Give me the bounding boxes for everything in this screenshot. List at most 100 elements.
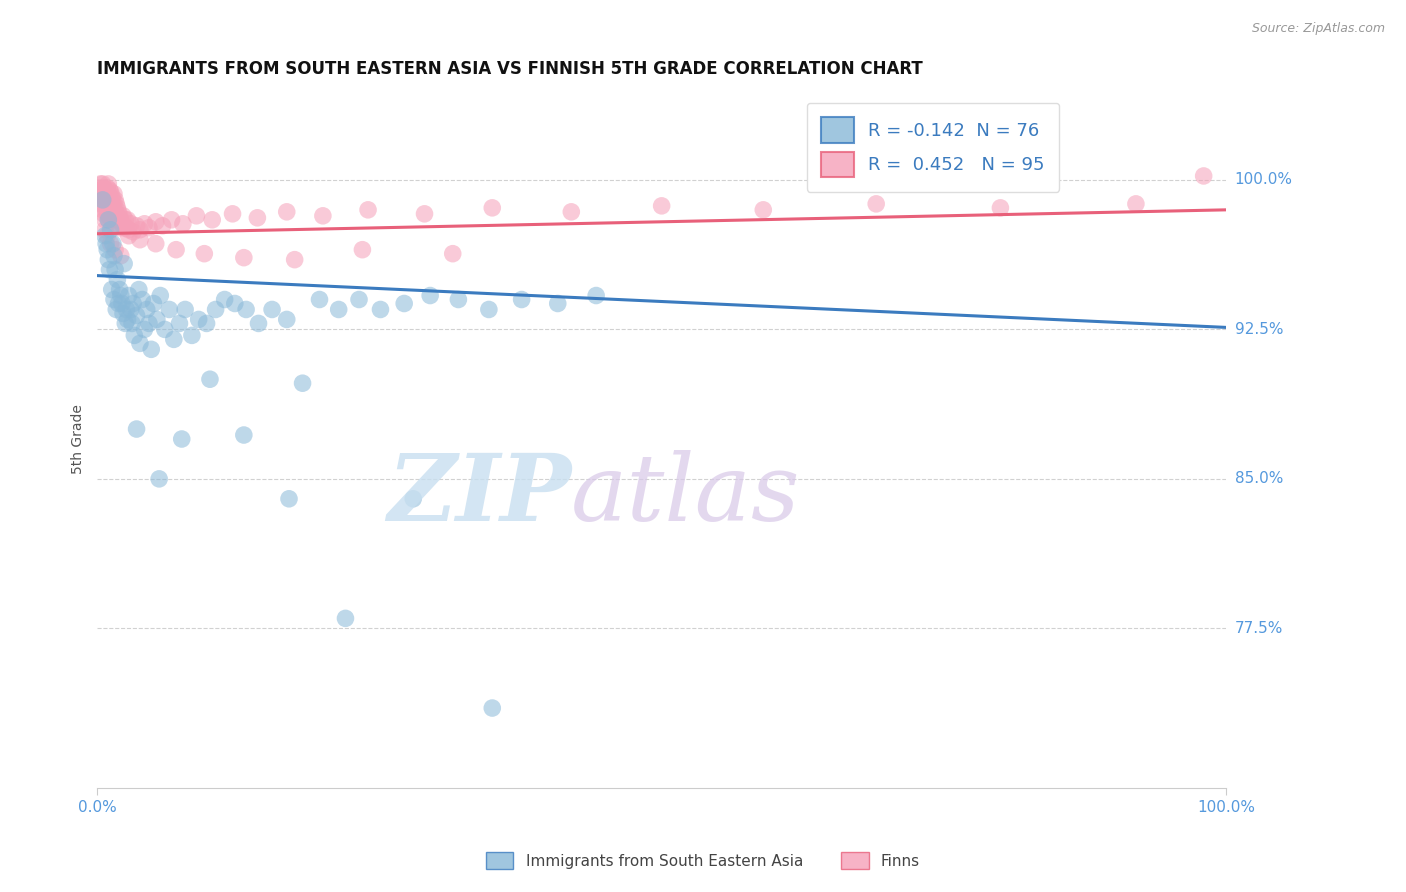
Point	[312, 209, 335, 223]
Point	[865, 197, 887, 211]
Point	[100, 212, 122, 227]
Point	[98, 197, 121, 211]
Point	[91, 193, 114, 207]
Point	[170, 432, 193, 446]
Text: 85.0%: 85.0%	[1234, 471, 1282, 486]
Point	[413, 207, 436, 221]
Text: 92.5%: 92.5%	[1234, 322, 1284, 337]
Point	[195, 317, 218, 331]
Point	[100, 283, 122, 297]
Point	[104, 262, 127, 277]
Point	[419, 288, 441, 302]
Text: ZIP: ZIP	[387, 450, 571, 540]
Point	[138, 317, 160, 331]
Point	[94, 228, 117, 243]
Point	[96, 243, 118, 257]
Point	[328, 302, 350, 317]
Point	[100, 185, 122, 199]
Point	[141, 343, 163, 357]
Point	[96, 181, 118, 195]
Point	[103, 293, 125, 307]
Point	[101, 193, 124, 207]
Point	[160, 212, 183, 227]
Text: 77.5%: 77.5%	[1234, 621, 1282, 636]
Point	[447, 293, 470, 307]
Point	[193, 246, 215, 260]
Point	[284, 252, 307, 267]
Point	[104, 204, 127, 219]
Point	[478, 302, 501, 317]
Point	[651, 199, 673, 213]
Point	[100, 223, 122, 237]
Point	[111, 217, 134, 231]
Point	[547, 296, 569, 310]
Point	[246, 211, 269, 225]
Text: 100.0%: 100.0%	[1234, 172, 1292, 187]
Point	[118, 288, 141, 302]
Point	[1192, 169, 1215, 183]
Point	[357, 202, 380, 217]
Point	[180, 328, 202, 343]
Point	[94, 212, 117, 227]
Point	[105, 302, 128, 317]
Point	[110, 212, 132, 227]
Point	[163, 332, 186, 346]
Point	[402, 491, 425, 506]
Point	[204, 302, 226, 317]
Point	[100, 189, 122, 203]
Point	[91, 202, 114, 217]
Point	[103, 186, 125, 201]
Point	[96, 228, 118, 243]
Point	[108, 209, 131, 223]
Point	[172, 217, 194, 231]
Point	[146, 312, 169, 326]
Point	[276, 312, 298, 326]
Point	[129, 223, 152, 237]
Point	[112, 220, 135, 235]
Point	[990, 201, 1012, 215]
Point	[221, 207, 243, 221]
Point	[110, 288, 132, 302]
Point	[100, 197, 122, 211]
Point	[90, 183, 112, 197]
Point	[103, 212, 125, 227]
Point	[129, 233, 152, 247]
Point	[103, 249, 125, 263]
Point	[214, 293, 236, 307]
Point	[108, 283, 131, 297]
Point	[120, 217, 142, 231]
Point	[262, 302, 284, 317]
Point	[138, 220, 160, 235]
Point	[89, 177, 111, 191]
Point	[752, 202, 775, 217]
Point	[441, 246, 464, 260]
Text: Source: ZipAtlas.com: Source: ZipAtlas.com	[1251, 22, 1385, 36]
Point	[100, 236, 122, 251]
Point	[201, 212, 224, 227]
Point	[90, 197, 112, 211]
Point	[108, 220, 131, 235]
Point	[97, 186, 120, 201]
Point	[120, 302, 142, 317]
Point	[100, 211, 122, 225]
Point	[152, 219, 174, 233]
Point	[110, 249, 132, 263]
Point	[96, 193, 118, 207]
Point	[186, 209, 208, 223]
Point	[135, 302, 157, 317]
Point	[98, 209, 121, 223]
Point	[125, 422, 148, 436]
Point	[94, 183, 117, 197]
Point	[104, 193, 127, 207]
Point	[98, 262, 121, 277]
Text: IMMIGRANTS FROM SOUTH EASTERN ASIA VS FINNISH 5TH GRADE CORRELATION CHART: IMMIGRANTS FROM SOUTH EASTERN ASIA VS FI…	[97, 60, 922, 78]
Text: atlas: atlas	[571, 450, 801, 540]
Point	[198, 372, 221, 386]
Point	[131, 293, 153, 307]
Point	[124, 328, 146, 343]
Point	[232, 251, 254, 265]
Point	[97, 212, 120, 227]
Point	[291, 376, 314, 391]
Legend: R = -0.142  N = 76, R =  0.452   N = 95: R = -0.142 N = 76, R = 0.452 N = 95	[807, 103, 1059, 192]
Point	[128, 283, 150, 297]
